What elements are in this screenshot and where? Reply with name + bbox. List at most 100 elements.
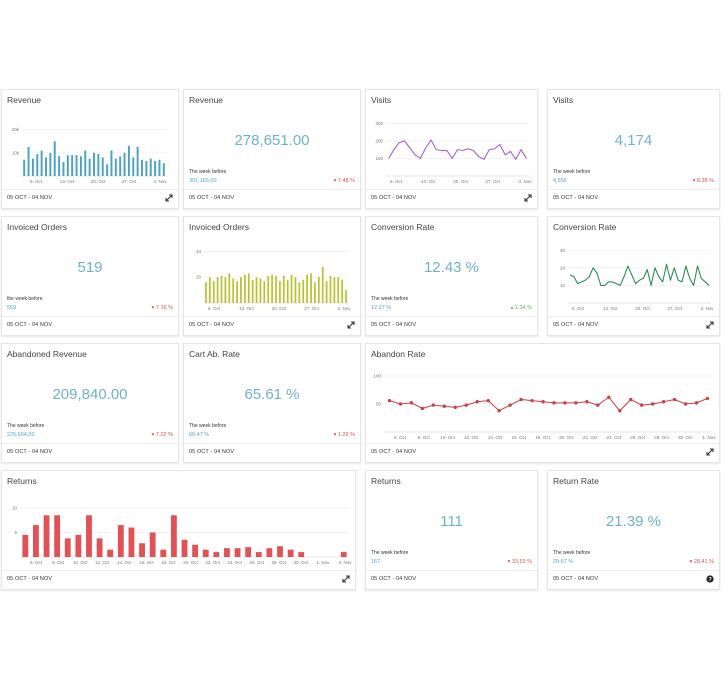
bar bbox=[345, 290, 347, 303]
caret-down-icon: ▾ bbox=[692, 178, 696, 184]
x-tick-label: 13. Oct bbox=[60, 179, 75, 184]
previous-period-value: 225,694.00 bbox=[7, 432, 35, 438]
bar bbox=[119, 156, 122, 176]
y-tick-label: 10 bbox=[12, 505, 18, 510]
data-point bbox=[519, 397, 523, 402]
expand-icon[interactable] bbox=[706, 448, 714, 456]
returns-kpi-card: Returns 111 The week before 167 ▾ 33.53 … bbox=[365, 470, 538, 590]
card-title: Abandon Rate bbox=[371, 349, 426, 359]
previous-period-value: 167 bbox=[371, 559, 381, 565]
x-tick-label: 3. Nov bbox=[700, 306, 714, 311]
delta-value: 28.41 % bbox=[693, 559, 714, 565]
caret-up-icon: ▴ bbox=[510, 305, 514, 311]
card-footer: 05 OCT - 04 NOV ? bbox=[548, 570, 719, 589]
y-tick-label: 50 bbox=[376, 402, 382, 407]
kpi-value: 278,651.00 bbox=[234, 132, 310, 149]
x-tick-label: 20. Oct bbox=[91, 179, 106, 184]
svg-text:?: ? bbox=[708, 577, 712, 583]
data-point bbox=[387, 398, 392, 403]
previous-period-label: the week before bbox=[7, 296, 43, 302]
data-point bbox=[607, 395, 611, 399]
previous-period-value: 66.47 % bbox=[189, 432, 210, 438]
bar bbox=[259, 278, 262, 303]
card-footer: 05 OCT - 04 NOV bbox=[2, 189, 178, 208]
bar bbox=[107, 549, 114, 557]
bar bbox=[79, 156, 82, 176]
card-footer: 05 OCT - 04 NOV bbox=[366, 570, 537, 589]
x-tick-label: 20. Oct bbox=[453, 179, 468, 184]
previous-period-label: The week before bbox=[189, 423, 227, 429]
data-point bbox=[497, 409, 501, 413]
x-tick-label: 10. Oct bbox=[440, 435, 455, 440]
kpi-value: 111 bbox=[440, 513, 463, 530]
expand-icon[interactable] bbox=[706, 321, 714, 329]
bar bbox=[53, 141, 56, 176]
bar bbox=[71, 155, 74, 176]
data-point bbox=[552, 401, 556, 405]
bar bbox=[84, 150, 87, 176]
card-footer: 05 OCT - 04 NOV bbox=[184, 189, 360, 208]
expand-icon[interactable] bbox=[524, 194, 532, 202]
x-tick-label: 3. Nov bbox=[518, 179, 532, 184]
invoiced-orders-bar-chart: 20 40 6. Oct 13. Oct 20. Oct 27. Oct 3. Nov bbox=[196, 249, 351, 311]
bar bbox=[49, 152, 52, 176]
date-range-label: 05 OCT - 04 NOV bbox=[189, 195, 235, 201]
caret-down-icon: ▾ bbox=[151, 432, 155, 438]
card-title: Revenue bbox=[189, 95, 224, 105]
card-title: Invoiced Orders bbox=[7, 222, 67, 232]
bar bbox=[141, 159, 143, 176]
date-range-label: 05 OCT - 04 NOV bbox=[371, 576, 417, 582]
y-tick-label: 100 bbox=[373, 374, 381, 379]
bar bbox=[341, 279, 344, 303]
card-title: Conversion Rate bbox=[371, 222, 435, 232]
data-point bbox=[486, 398, 490, 403]
delta-value: 7.02 % bbox=[155, 432, 173, 438]
revenue-bar-chart: 10k 20k 6. Oct 13. Oct 20. Oct 27. Oct 3. Nov bbox=[12, 127, 168, 184]
x-tick-label: 27. Oct bbox=[122, 179, 137, 184]
help-icon[interactable]: ? bbox=[706, 575, 714, 583]
x-tick-label: 27. Oct bbox=[304, 306, 319, 311]
date-range-label: 05 OCT - 04 NOV bbox=[7, 322, 53, 328]
bar bbox=[228, 273, 231, 303]
bar bbox=[232, 278, 235, 303]
kpi-value: 21.39 % bbox=[605, 513, 662, 530]
previous-period-value: 301,165.00 bbox=[189, 178, 217, 184]
conversion-rate-kpi-card: Conversion Rate 12.43 % The week before … bbox=[365, 216, 538, 336]
bar bbox=[213, 552, 220, 557]
cart-ab-rate-kpi-card: Cart Ab. Rate 65.61 % The week before 66… bbox=[183, 343, 361, 463]
bar bbox=[162, 163, 165, 176]
kpi-value: 209,840.00 bbox=[52, 386, 128, 403]
bar bbox=[282, 275, 285, 303]
bar bbox=[329, 275, 332, 303]
bar bbox=[340, 552, 347, 557]
visits-chart-card: Visits 100 200 300 6. Oct 13. Oct 20. Oct 27. … bbox=[365, 89, 538, 209]
bar bbox=[88, 158, 91, 176]
expand-icon[interactable] bbox=[165, 194, 173, 202]
bar bbox=[110, 150, 113, 176]
bar bbox=[205, 282, 207, 303]
bar bbox=[255, 277, 258, 303]
bar bbox=[236, 281, 238, 303]
card-footer: 05 OCT - 04 NOV bbox=[2, 316, 178, 335]
card-title: Return Rate bbox=[553, 476, 599, 486]
data-point bbox=[672, 397, 677, 402]
y-tick-label: 20 bbox=[196, 275, 202, 280]
expand-icon[interactable] bbox=[342, 575, 350, 583]
delta-value: 7.16 % bbox=[155, 305, 173, 311]
x-tick-label: 1. Nov bbox=[316, 560, 330, 565]
date-range-label: 05 OCT - 04 NOV bbox=[553, 195, 599, 201]
x-tick-label: 27. Oct bbox=[667, 306, 682, 311]
bar bbox=[317, 277, 320, 303]
x-tick-label: 30. Oct bbox=[294, 560, 309, 565]
x-tick-label: 12. Oct bbox=[95, 560, 110, 565]
card-footer: 05 OCT - 04 NOV bbox=[366, 189, 537, 208]
x-tick-label: 10. Oct bbox=[73, 560, 88, 565]
x-tick-label: 6. Oct bbox=[208, 306, 221, 311]
delta-value: 7.48 % bbox=[337, 178, 355, 184]
card-footer: 05 OCT - 04 NOV bbox=[2, 570, 355, 589]
bar bbox=[302, 279, 305, 303]
expand-icon[interactable] bbox=[347, 321, 355, 329]
bar bbox=[40, 150, 43, 176]
bar bbox=[158, 159, 161, 176]
y-tick-label: 40 bbox=[196, 249, 202, 254]
